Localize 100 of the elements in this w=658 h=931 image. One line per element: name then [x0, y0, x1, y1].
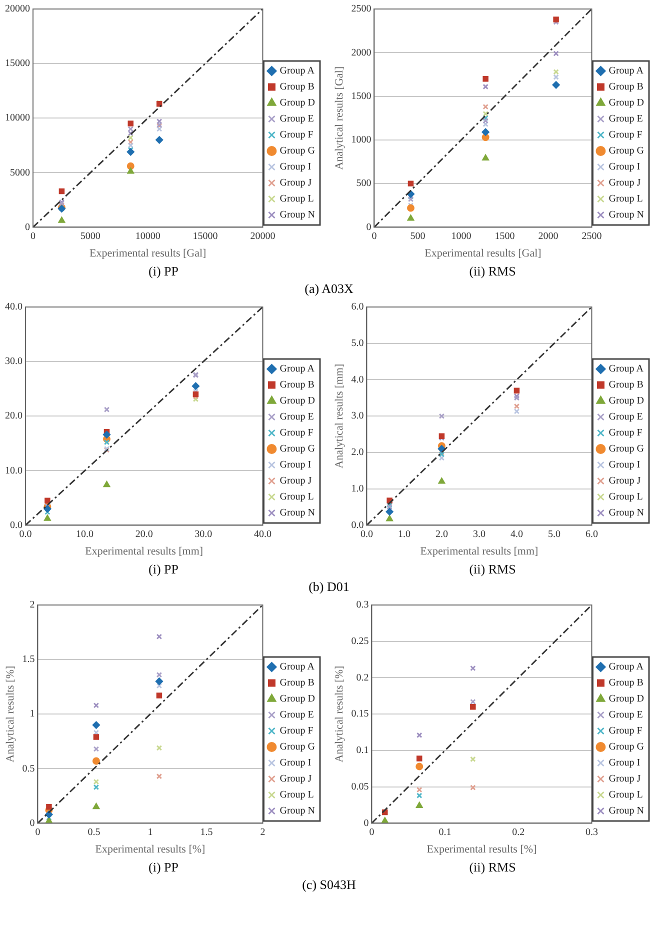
x-axis-title: Experimental results [%] [95, 844, 206, 856]
legend-label: Group E [608, 710, 643, 721]
legend-label: Group D [608, 98, 644, 109]
legend-label: Group N [608, 508, 644, 519]
legend-label: Group N [280, 508, 316, 519]
legend-label: Group A [608, 66, 644, 77]
x-tick-label: 3.0 [472, 528, 486, 540]
y-tick-label: 0.0 [351, 520, 364, 531]
y-tick-label: 0 [366, 222, 372, 233]
legend-label: Group D [608, 396, 644, 407]
y-tick-label: 0 [364, 818, 369, 829]
x-tick-label: 10.0 [76, 528, 94, 540]
x-tick-label: 20000 [250, 230, 276, 242]
legend-label: Group G [280, 146, 316, 157]
y-tick-label: 30.0 [5, 356, 22, 368]
x-tick-label: 6.0 [585, 528, 598, 540]
x-tick-label: 30.0 [194, 528, 212, 540]
legend-label: Group N [608, 806, 644, 817]
x-tick-label: 500 [410, 230, 426, 242]
y-axis-title: Analytical results [%] [333, 666, 346, 762]
legend-label: Group I [608, 460, 640, 471]
legend-label: Group N [280, 210, 316, 221]
legend-label: Group E [608, 412, 643, 423]
y-tick-label: 5000 [10, 167, 30, 178]
legend-label: Group B [280, 82, 315, 93]
x-tick-label: 2000 [538, 230, 558, 242]
y-tick-label: 1 [30, 708, 35, 720]
legend-label: Group J [280, 178, 312, 189]
y-tick-label: 0.05 [351, 781, 369, 792]
y-tick-label: 0.0 [10, 520, 22, 531]
text: (a) A03X [304, 280, 354, 298]
y-tick-label: 20.0 [5, 410, 22, 422]
y-tick-label: 0.25 [351, 636, 369, 647]
y-tick-label: 0.2 [356, 672, 369, 684]
x-tick-label: 1000 [451, 230, 472, 242]
y-tick-label: 2 [30, 600, 35, 611]
legend-label: Group B [280, 678, 315, 689]
y-axis-title: Analytical results [mm] [333, 364, 346, 468]
legend-label: Group J [608, 476, 641, 487]
text: (i) PP [148, 562, 178, 577]
legend-label: Group J [280, 476, 312, 487]
y-tick-label: 0.3 [356, 600, 369, 611]
legend-label: Group B [280, 380, 315, 391]
legend-label: Group N [280, 806, 316, 817]
x-axis-title: Experimental results [Gal] [90, 248, 206, 260]
x-tick-label: 5.0 [548, 528, 560, 540]
x-tick-label: 10000 [135, 230, 160, 242]
x-tick-label: 2 [260, 826, 266, 838]
legend-label: Group E [608, 114, 643, 125]
x-tick-label: 40.0 [254, 528, 272, 540]
legend-label: Group L [608, 194, 643, 205]
legend-label: Group F [280, 428, 314, 439]
legend-label: Group F [608, 726, 643, 737]
x-tick-label: 1 [148, 826, 153, 838]
legend-label: Group E [280, 412, 314, 423]
text: (ii) RMS [469, 860, 516, 875]
y-tick-label: 1500 [351, 90, 372, 102]
y-tick-label: 0.5 [22, 763, 35, 774]
legend-label: Group A [280, 662, 316, 673]
y-tick-label: 4.0 [351, 374, 364, 386]
x-tick-label: 4.0 [510, 528, 523, 540]
legend-label: Group F [608, 130, 643, 141]
y-tick-label: 2.0 [351, 447, 364, 458]
legend-label: Group I [280, 460, 312, 471]
text: (ii) RMS [469, 562, 516, 577]
y-tick-label: 0 [25, 222, 30, 233]
text: (b) D01 [308, 578, 350, 596]
x-tick-label: 2500 [582, 230, 602, 242]
legend-label: Group J [608, 178, 641, 189]
x-tick-label: 5000 [80, 230, 100, 242]
legend-label: Group I [280, 162, 312, 173]
x-tick-label: 15000 [192, 230, 218, 242]
y-tick-label: 5.0 [351, 338, 364, 349]
text: (c) S043H [301, 876, 357, 894]
x-tick-label: 20.0 [135, 528, 153, 540]
legend-label: Group J [280, 774, 312, 785]
y-tick-label: 10000 [5, 112, 30, 124]
y-tick-label: 0.15 [351, 708, 369, 720]
legend-label: Group D [608, 694, 644, 705]
legend-label: Group L [608, 790, 643, 801]
x-tick-label: 0.5 [88, 826, 100, 838]
y-axis-title: Analytical results [%] [4, 666, 16, 762]
x-tick-label: 0.1 [438, 826, 452, 838]
legend-label: Group F [280, 726, 314, 737]
legend-label: Group J [608, 774, 641, 785]
y-tick-label: 3.0 [351, 410, 364, 422]
legend-label: Group G [608, 146, 644, 157]
legend-label: Group L [280, 790, 314, 801]
y-tick-label: 10.0 [5, 465, 22, 476]
legend-label: Group F [280, 130, 314, 141]
legend-label: Group E [280, 114, 314, 125]
y-tick-label: 15000 [5, 58, 30, 70]
y-tick-label: 1.5 [22, 654, 35, 666]
legend-label: Group L [280, 492, 314, 503]
x-tick-label: 0.3 [585, 826, 598, 838]
x-tick-label: 1.5 [200, 826, 213, 838]
y-tick-label: 1.0 [351, 483, 364, 494]
legend-label: Group B [608, 82, 644, 93]
y-tick-label: 2000 [351, 47, 372, 58]
legend-label: Group G [280, 742, 316, 753]
